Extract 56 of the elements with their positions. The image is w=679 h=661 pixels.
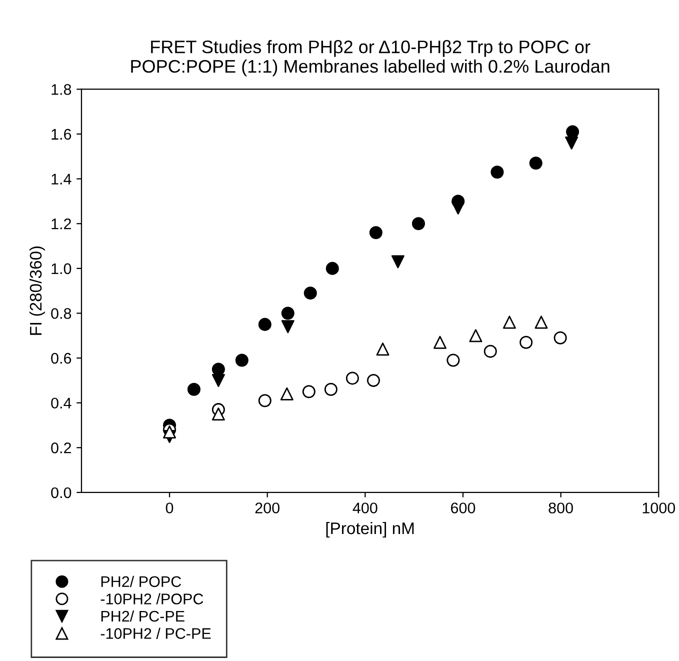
y-tick-label: 1.0 xyxy=(52,263,72,274)
point xyxy=(281,320,294,334)
point xyxy=(212,374,225,387)
point xyxy=(346,372,359,385)
point xyxy=(484,344,497,358)
y-tick-label: 0.2 xyxy=(51,442,71,454)
x-tick-label: 600 xyxy=(451,502,476,514)
point xyxy=(280,387,294,400)
point xyxy=(446,354,460,367)
point xyxy=(376,342,390,356)
point xyxy=(469,329,482,342)
y-tick-label: 1.2 xyxy=(52,218,71,230)
point xyxy=(502,316,516,329)
x-tick-label: 1000 xyxy=(642,502,676,514)
point xyxy=(566,125,580,138)
point xyxy=(366,374,380,387)
point xyxy=(187,382,200,396)
y-tick-label: 0.4 xyxy=(51,398,72,409)
point xyxy=(304,286,317,300)
y-tick-label: 1.6 xyxy=(52,128,72,140)
point xyxy=(433,336,446,349)
point xyxy=(326,262,339,275)
point xyxy=(391,255,404,268)
point xyxy=(565,136,578,150)
point xyxy=(369,226,382,240)
x-axis-title: [Protein] nM xyxy=(326,522,414,538)
x-tick-label: 800 xyxy=(548,502,573,514)
x-tick-label: 200 xyxy=(255,502,280,514)
point xyxy=(281,306,294,320)
point xyxy=(534,316,548,329)
point xyxy=(212,362,225,376)
point xyxy=(324,382,338,396)
x-tick-label: 0 xyxy=(166,502,174,514)
y-tick-label: 1.8 xyxy=(52,84,72,95)
y-tick-label: 0.6 xyxy=(51,352,72,364)
point xyxy=(412,217,425,230)
point xyxy=(212,408,225,421)
x-tick-label: 400 xyxy=(352,502,378,514)
point xyxy=(258,318,272,331)
point xyxy=(529,156,542,170)
chart-title: FRET Studies from PHβ2 or Δ10-PHβ2 Trp to POPC or POPC:POPE (1:1) Membranes labelled with 0.2% Laurodan xyxy=(131,40,610,76)
legend-label: PH2/ PC-PE xyxy=(101,610,184,622)
point xyxy=(452,201,465,214)
point xyxy=(554,331,567,344)
point xyxy=(235,354,248,367)
y-tick-label: 1.4 xyxy=(52,174,72,184)
y-tick-label: 0.0 xyxy=(51,487,72,498)
y-tick-label: 0.8 xyxy=(51,308,72,319)
legend-label: -10PH2 / PC-PE xyxy=(100,628,211,639)
point xyxy=(258,394,272,408)
y-axis-title: FI (280/360) xyxy=(29,246,45,335)
point xyxy=(302,385,316,398)
legend-label: PH2/ POPC xyxy=(101,576,182,588)
point xyxy=(520,336,533,349)
legend-label: -10PH2 /POPC xyxy=(100,593,204,604)
point xyxy=(490,166,504,179)
